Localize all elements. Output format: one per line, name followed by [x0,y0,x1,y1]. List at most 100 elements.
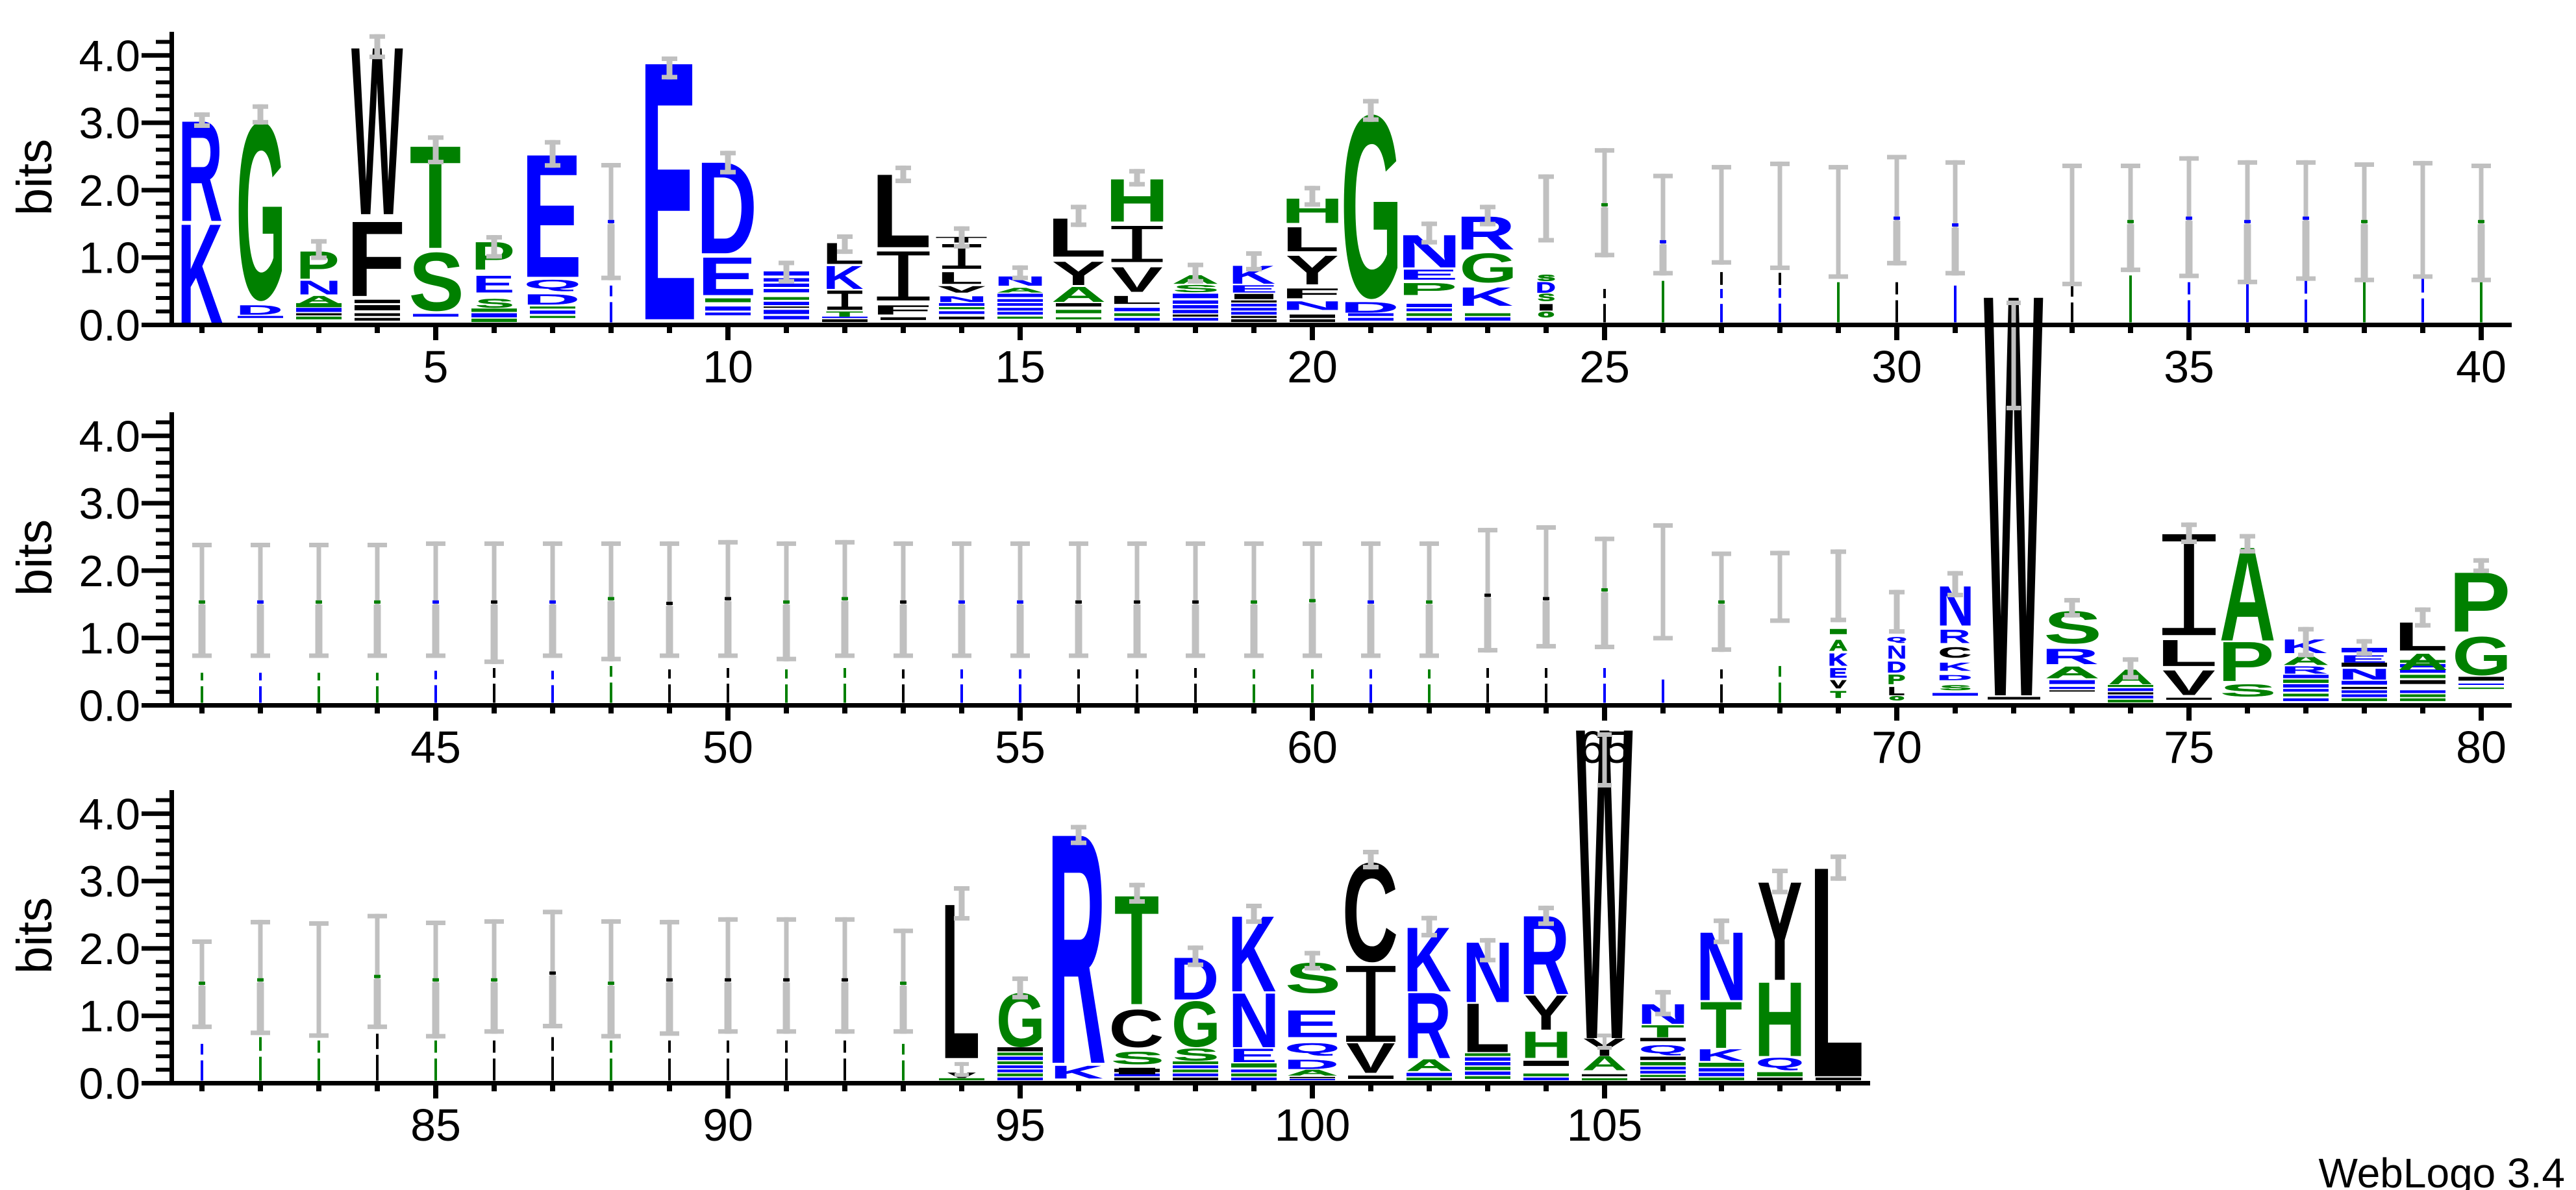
svg-text:Y: Y [1052,254,1105,292]
svg-text:A: A [2397,649,2449,675]
svg-text:1.0: 1.0 [79,234,140,283]
svg-text:T: T [827,310,862,318]
svg-text:P: P [2218,630,2274,693]
svg-text:D: D [523,291,580,307]
svg-text:S: S [1173,1046,1219,1065]
svg-text:A: A [997,286,1043,294]
svg-text:N: N [2338,666,2390,683]
svg-text:3.0: 3.0 [79,857,140,906]
svg-text:L: L [938,269,982,288]
svg-text:2.0: 2.0 [79,166,140,216]
svg-text:105: 105 [1567,1100,1643,1150]
svg-text:N: N [1282,299,1343,312]
svg-text:K: K [1938,661,1971,673]
svg-text:1.0: 1.0 [79,992,140,1041]
svg-text:S: S [1173,283,1219,294]
svg-text:100: 100 [1275,1100,1351,1150]
svg-text:Q: Q [1639,1043,1686,1056]
svg-text:4.0: 4.0 [79,412,140,461]
svg-text:bits: bits [7,519,62,596]
svg-text:G: G [1459,245,1517,291]
svg-text:30: 30 [1871,341,1922,392]
svg-text:E: E [697,246,757,307]
svg-text:D: D [1536,280,1556,296]
svg-text:E: E [472,271,515,297]
svg-text:N: N [937,295,987,303]
svg-text:G: G [2452,625,2512,687]
svg-text:4.0: 4.0 [79,789,140,839]
svg-text:S: S [1538,292,1555,303]
svg-text:Q: Q [525,277,581,291]
svg-text:E: E [1829,666,1847,681]
svg-text:S: S [1538,273,1555,283]
svg-text:E: E [1282,1002,1340,1045]
svg-text:F: F [1281,286,1341,301]
svg-text:S: S [408,236,464,328]
svg-text:S: S [2220,681,2275,700]
svg-text:R: R [1938,626,1971,648]
svg-text:95: 95 [995,1100,1045,1150]
svg-text:o: o [1538,309,1554,319]
svg-text:R: R [1047,765,1106,1134]
svg-text:N: N [1886,642,1907,663]
svg-text:N: N [1228,978,1279,1064]
svg-text:E: E [1229,283,1277,295]
svg-text:L: L [1462,989,1510,1067]
svg-text:K: K [823,260,863,297]
svg-text:A: A [1288,1069,1337,1077]
svg-text:WebLogo 3.4: WebLogo 3.4 [2318,1150,2565,1190]
svg-text:R: R [2281,664,2327,676]
svg-text:85: 85 [410,1100,461,1150]
svg-text:0.0: 0.0 [79,682,140,731]
svg-text:F: F [872,303,932,317]
svg-text:D: D [1341,299,1399,316]
svg-text:V: V [1111,260,1163,300]
svg-text:2.0: 2.0 [79,547,140,596]
svg-text:90: 90 [703,1100,753,1150]
svg-text:N: N [994,274,1045,289]
svg-text:H: H [1754,960,1805,1079]
svg-text:L: L [1109,293,1162,306]
svg-text:P: P [1888,673,1906,687]
svg-text:V: V [939,284,984,294]
svg-text:S: S [1940,684,1971,691]
svg-text:10: 10 [703,341,753,392]
svg-text:55: 55 [995,722,1045,773]
svg-text:25: 25 [1579,341,1630,392]
svg-text:5: 5 [423,341,449,392]
svg-text:R: R [2042,644,2099,669]
svg-text:70: 70 [1871,722,1922,773]
svg-text:40: 40 [2456,341,2507,392]
svg-text:K: K [1051,1062,1102,1082]
svg-text:3.0: 3.0 [79,99,140,148]
svg-text:60: 60 [1287,722,1338,773]
svg-text:A: A [1829,637,1847,654]
svg-text:V: V [1346,1034,1395,1082]
svg-text:20: 20 [1287,341,1338,392]
svg-text:45: 45 [410,722,461,773]
svg-text:W: W [1576,634,1633,1134]
svg-text:75: 75 [2164,722,2214,773]
svg-text:T: T [1831,689,1845,700]
svg-text:2.0: 2.0 [79,924,140,974]
svg-text:V: V [1831,678,1846,691]
svg-text:A: A [2045,663,2099,682]
svg-text:K: K [1829,651,1847,669]
svg-text:50: 50 [703,722,753,773]
svg-text:0.0: 0.0 [79,1060,140,1109]
svg-text:L: L [1281,220,1340,258]
svg-text:K: K [1696,1047,1743,1064]
svg-text:bits: bits [7,139,62,216]
svg-text:bits: bits [7,897,62,974]
svg-text:L: L [1888,685,1905,698]
svg-text:35: 35 [2164,341,2214,392]
svg-text:A: A [1582,1052,1627,1075]
svg-text:4.0: 4.0 [79,31,140,81]
svg-text:T: T [1642,1022,1684,1041]
svg-text:W: W [1984,173,2044,819]
svg-text:N: N [296,277,342,299]
svg-text:Q: Q [1285,1040,1340,1056]
svg-text:H: H [1520,1023,1571,1066]
svg-text:0.0: 0.0 [79,301,140,351]
svg-text:E: E [1229,1045,1277,1067]
